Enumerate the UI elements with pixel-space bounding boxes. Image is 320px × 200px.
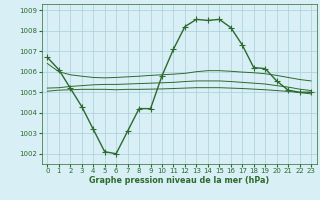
X-axis label: Graphe pression niveau de la mer (hPa): Graphe pression niveau de la mer (hPa) — [89, 176, 269, 185]
